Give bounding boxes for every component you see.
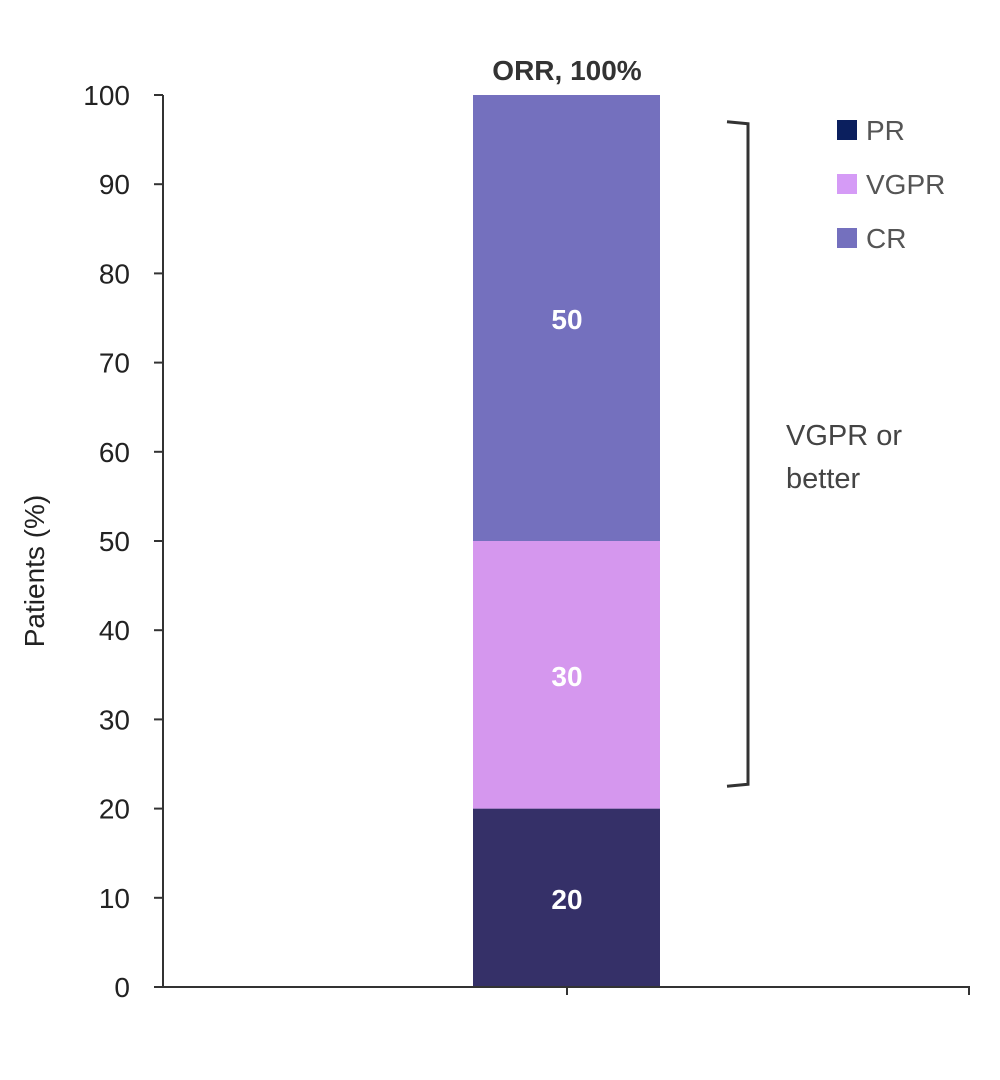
y-tick-label: 70	[99, 348, 130, 379]
vgpr-or-better-bracket	[726, 120, 750, 788]
bar-segment-vgpr	[473, 541, 660, 809]
y-tick-label: 20	[99, 794, 130, 825]
y-tick-label: 40	[99, 615, 130, 646]
data-label-pr: 20	[551, 884, 582, 915]
data-label-cr: 50	[551, 304, 582, 335]
legend-swatch-vgpr	[837, 174, 857, 194]
bracket-label-line1: VGPR or	[786, 420, 902, 452]
legend-swatch-pr	[837, 120, 857, 140]
y-axis-label: Patients (%)	[19, 495, 50, 648]
bracket-label-line2: better	[786, 463, 860, 495]
legend-label-vgpr: VGPR	[866, 169, 945, 200]
y-tick-label: 100	[83, 80, 130, 111]
y-tick-label: 60	[99, 437, 130, 468]
y-tick-label: 30	[99, 704, 130, 735]
legend: PR VGPR CR	[837, 115, 945, 254]
bar-segment-cr	[473, 95, 660, 541]
legend-swatch-cr	[837, 228, 857, 248]
y-tick-label: 10	[99, 883, 130, 914]
y-tick-label: 0	[114, 972, 130, 1003]
legend-label-pr: PR	[866, 115, 905, 146]
legend-label-cr: CR	[866, 223, 906, 254]
bar-segment-pr	[473, 808, 660, 987]
y-tick-label: 90	[99, 169, 130, 200]
y-tick-label: 80	[99, 258, 130, 289]
y-tick-label: 50	[99, 526, 130, 557]
data-label-vgpr: 30	[551, 661, 582, 692]
bar-top-label: ORR, 100%	[492, 55, 641, 86]
